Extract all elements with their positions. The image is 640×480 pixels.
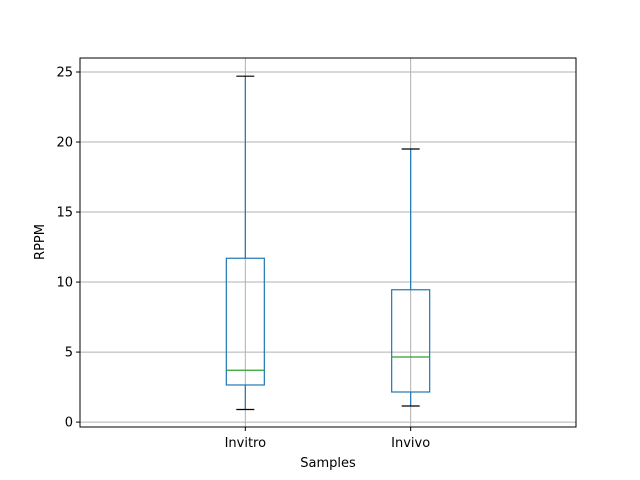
y-tick-label: 5 <box>65 346 73 361</box>
x-tick-label: Invitro <box>225 436 267 451</box>
y-tick-label: 25 <box>56 66 73 81</box>
x-axis-title: Samples <box>300 456 356 471</box>
box-invivo <box>391 148 431 407</box>
x-tick-label: Invivo <box>391 436 430 451</box>
box-series <box>225 75 431 411</box>
iqr-box <box>225 257 265 386</box>
y-axis-ticks: 0 5 10 15 20 25 <box>56 66 80 431</box>
iqr-box <box>391 289 431 393</box>
y-tick-label: 20 <box>56 136 73 151</box>
box-invitro <box>225 75 265 411</box>
y-tick-label: 15 <box>56 206 73 221</box>
plot-frame <box>79 57 577 428</box>
y-tick-label: 10 <box>56 276 73 291</box>
grid-lines <box>80 58 576 427</box>
y-axis-title: RPPM <box>33 224 48 260</box>
x-axis-ticks: Invitro Invivo <box>225 427 430 451</box>
y-tick-label: 0 <box>65 416 73 431</box>
